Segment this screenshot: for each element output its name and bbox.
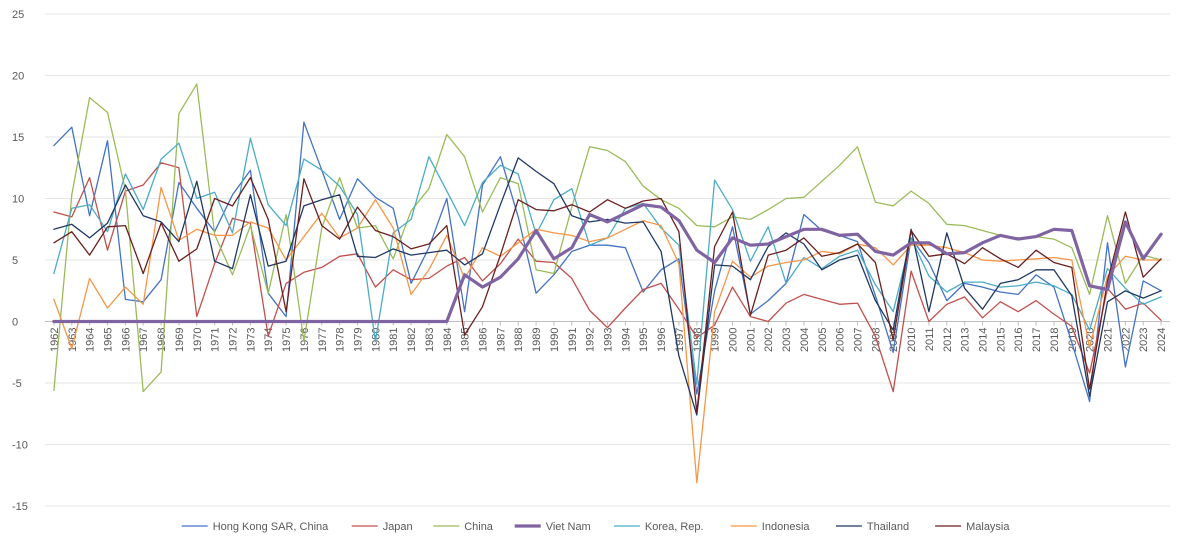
y-tick-label: -10 <box>12 440 28 452</box>
x-tick-label: 1978 <box>335 328 347 352</box>
x-tick-label: 1980 <box>370 328 382 352</box>
x-tick-label: 1993 <box>603 328 615 352</box>
x-tick-label: 1984 <box>442 328 454 352</box>
y-tick-label: 20 <box>12 71 24 83</box>
series-line-malaysia <box>53 176 1162 414</box>
x-axis-tick-labels: 1962 1963 1964 1965 1966 1967 1968 1969 1970 1971… <box>49 321 1168 352</box>
legend-label: Viet Nam <box>546 521 591 533</box>
x-tick-label: 1982 <box>406 328 418 352</box>
x-tick-label: 1965 <box>103 328 115 352</box>
x-tick-label: 1970 <box>192 328 204 352</box>
legend-item: Indonesia <box>730 521 811 533</box>
x-tick-label: 1974 <box>263 328 275 352</box>
legend-item: Viet Nam <box>514 521 591 533</box>
x-tick-label: 1972 <box>228 328 240 352</box>
x-tick-label: 1986 <box>478 328 490 352</box>
x-tick-label: 1990 <box>549 328 561 352</box>
legend-label: China <box>464 521 494 533</box>
y-tick-label: 10 <box>12 194 24 206</box>
legend-label: Hong Kong SAR, China <box>213 521 329 533</box>
x-tick-label: 2005 <box>817 328 829 352</box>
x-tick-label: 1968 <box>156 328 168 352</box>
x-tick-label: 1967 <box>138 328 150 352</box>
y-tick-label: 5 <box>12 255 18 267</box>
x-tick-label: 2018 <box>1049 328 1061 352</box>
x-tick-label: 2004 <box>799 328 811 352</box>
x-tick-label: 2006 <box>835 328 847 352</box>
x-tick-label: 2010 <box>906 328 918 352</box>
x-tick-label: 1971 <box>210 328 222 352</box>
x-tick-label: 1992 <box>585 328 597 352</box>
legend-item: Korea, Rep. <box>613 521 704 533</box>
x-tick-label: 1973 <box>245 328 257 352</box>
series-line-japan <box>53 162 1162 393</box>
x-tick-label: 2001 <box>745 328 757 352</box>
x-tick-label: 2000 <box>728 328 740 352</box>
y-tick-label: 15 <box>12 132 24 144</box>
x-tick-label: 1976 <box>299 328 311 352</box>
x-tick-label: 1966 <box>120 328 132 352</box>
series-line-thailand <box>53 157 1162 416</box>
legend-label: Thailand <box>867 521 909 533</box>
legend-item: Japan <box>351 521 413 533</box>
x-tick-label: 1996 <box>656 328 668 352</box>
y-axis-tick-labels: 25 20 15 10 5 0 -5 -10 -15 <box>12 9 28 513</box>
legend-label: Indonesia <box>762 521 811 533</box>
legend-label: Malaysia <box>966 521 1010 533</box>
x-tick-label: 1989 <box>531 328 543 352</box>
legend-label: Korea, Rep. <box>645 521 704 533</box>
x-tick-label: 2011 <box>924 328 936 352</box>
x-tick-label: 2021 <box>1103 328 1115 352</box>
x-tick-label: 1994 <box>620 328 632 352</box>
x-tick-label: 1975 <box>281 328 293 352</box>
x-tick-label: 2023 <box>1138 328 1150 352</box>
y-tick-label: -5 <box>12 378 22 390</box>
series-lines <box>52 83 1163 484</box>
x-tick-label: 2024 <box>1156 328 1168 352</box>
x-tick-label: 1964 <box>85 328 97 352</box>
x-tick-label: 2014 <box>978 328 990 352</box>
x-tick-label: 1988 <box>513 328 525 352</box>
x-tick-label: 2019 <box>1067 328 1079 352</box>
y-tick-label: 25 <box>12 9 24 21</box>
x-tick-label: 2013 <box>960 328 972 352</box>
x-tick-label: 2002 <box>763 328 775 352</box>
x-tick-label: 1985 <box>460 328 472 352</box>
y-tick-label: 0 <box>12 317 18 329</box>
x-tick-label: 2003 <box>781 328 793 352</box>
legend-item: Thailand <box>835 521 909 533</box>
legend-item: China <box>433 521 494 533</box>
x-tick-label: 1969 <box>174 328 186 352</box>
x-tick-label: 1983 <box>424 328 436 352</box>
series-line-china <box>53 83 1162 393</box>
legend-item: Hong Kong SAR, China <box>181 521 329 533</box>
x-tick-label: 1991 <box>567 328 579 352</box>
x-tick-label: 1979 <box>353 328 365 352</box>
x-tick-label: 1987 <box>495 328 507 352</box>
x-tick-label: 1995 <box>638 328 650 352</box>
x-tick-label: 2012 <box>942 328 954 352</box>
legend: Hong Kong SAR, China Japan China Viet Nam Ko… <box>181 521 1010 533</box>
legend-item: Malaysia <box>935 521 1010 533</box>
series-line-hong-kong-sar-china <box>53 121 1162 403</box>
y-tick-label: -15 <box>12 501 28 513</box>
x-tick-label: 1981 <box>388 328 400 352</box>
series-line-viet-nam <box>52 203 1163 324</box>
x-tick-label: 1977 <box>317 328 329 352</box>
x-tick-label: 2007 <box>853 328 865 352</box>
x-tick-label: 2017 <box>1031 328 1043 352</box>
x-tick-label: 2016 <box>1013 328 1025 352</box>
x-tick-label: 2015 <box>995 328 1007 352</box>
series-line-indonesia <box>53 186 1162 484</box>
legend-label: Japan <box>383 521 413 533</box>
